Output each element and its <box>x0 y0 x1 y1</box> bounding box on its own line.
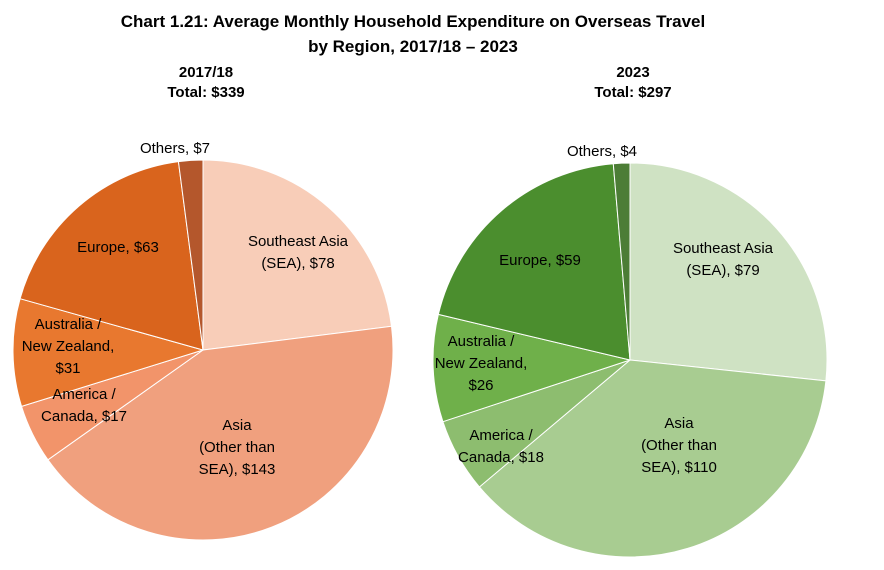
pie-slice-asia-other <box>478 359 827 558</box>
slice-label-line: (SEA), $79 <box>686 262 759 279</box>
slice-label-line: Australia / <box>448 333 516 350</box>
slice-label-line: America / <box>469 427 533 444</box>
pie-slice-others <box>177 159 204 351</box>
pie-period-label: 2017/18 <box>179 64 233 81</box>
slice-label-line: SEA), $143 <box>199 461 276 478</box>
slice-label-line: Others, $7 <box>140 140 210 157</box>
slice-label-line: (Other than <box>199 439 275 456</box>
slice-label-others: Others, $7 <box>140 140 210 157</box>
slice-label-line: $26 <box>468 377 493 394</box>
slice-label-line: Canada, $17 <box>41 408 127 425</box>
slice-label-southeast-asia: Southeast Asia (SEA), $78 <box>248 233 349 272</box>
slice-label-line: Southeast Asia <box>248 233 349 250</box>
pie-labels: Southeast Asia (SEA), $79 Asia (Other than S… <box>435 143 774 476</box>
pie-period-label: 2023 <box>616 64 649 81</box>
pie-slice-others <box>612 162 631 361</box>
pie-slice-southeast-asia <box>629 162 828 382</box>
slice-label-line: Canada, $18 <box>458 449 544 466</box>
slice-label-europe: Europe, $63 <box>77 239 159 256</box>
slice-label-line: Europe, $59 <box>499 252 581 269</box>
slice-label-line: Southeast Asia <box>673 240 774 257</box>
pie-slice-europe <box>19 161 204 351</box>
pie-2023: 2023 Total: $297 Southeast Asia (SEA), $7… <box>432 64 828 558</box>
slice-label-line: New Zealand, <box>435 355 528 372</box>
slice-label-asia-other: Asia (Other than SEA), $110 <box>641 415 717 476</box>
slice-label-southeast-asia: Southeast Asia (SEA), $79 <box>673 240 774 279</box>
pie-slice-europe <box>437 163 631 361</box>
slice-label-line: (SEA), $78 <box>261 255 334 272</box>
slice-label-line: Asia <box>664 415 694 432</box>
chart-title-line1: Chart 1.21: Average Monthly Household Ex… <box>121 12 705 31</box>
pie-slice-australia-nz <box>432 313 632 423</box>
pie-labels: Southeast Asia (SEA), $78 Asia (Other than S… <box>22 140 349 478</box>
pie-slice-southeast-asia <box>202 159 393 351</box>
slice-label-line: SEA), $110 <box>641 459 717 476</box>
pie-total-label: Total: $339 <box>167 84 244 101</box>
chart-title-line2: by Region, 2017/18 – 2023 <box>308 37 518 56</box>
slice-label-line: America / <box>52 386 116 403</box>
pie-total-label: Total: $297 <box>594 84 671 101</box>
pie-slices <box>12 159 394 541</box>
slice-label-america-canada: America / Canada, $18 <box>458 427 544 466</box>
slice-label-others: Others, $4 <box>567 143 637 160</box>
slice-label-line: New Zealand, <box>22 338 115 355</box>
slice-label-australia-nz: Australia / New Zealand, $26 <box>435 333 528 394</box>
pie-slice-asia-other <box>47 325 394 541</box>
slice-label-line: Others, $4 <box>567 143 637 160</box>
slice-label-australia-nz: Australia / New Zealand, $31 <box>22 316 115 377</box>
slice-label-line: Europe, $63 <box>77 239 159 256</box>
pie-2017-18: 2017/18 Total: $339 Southeast Asia (SEA),… <box>12 64 394 541</box>
slice-label-line: $31 <box>55 360 80 377</box>
pie-slice-australia-nz <box>12 298 205 407</box>
slice-label-line: Asia <box>222 417 252 434</box>
slice-label-asia-other: Asia (Other than SEA), $143 <box>199 417 276 478</box>
slice-label-line: (Other than <box>641 437 717 454</box>
pie-slices <box>432 162 828 558</box>
slice-label-europe: Europe, $59 <box>499 252 581 269</box>
slice-label-america-canada: America / Canada, $17 <box>41 386 127 425</box>
slice-label-line: Australia / <box>35 316 103 333</box>
